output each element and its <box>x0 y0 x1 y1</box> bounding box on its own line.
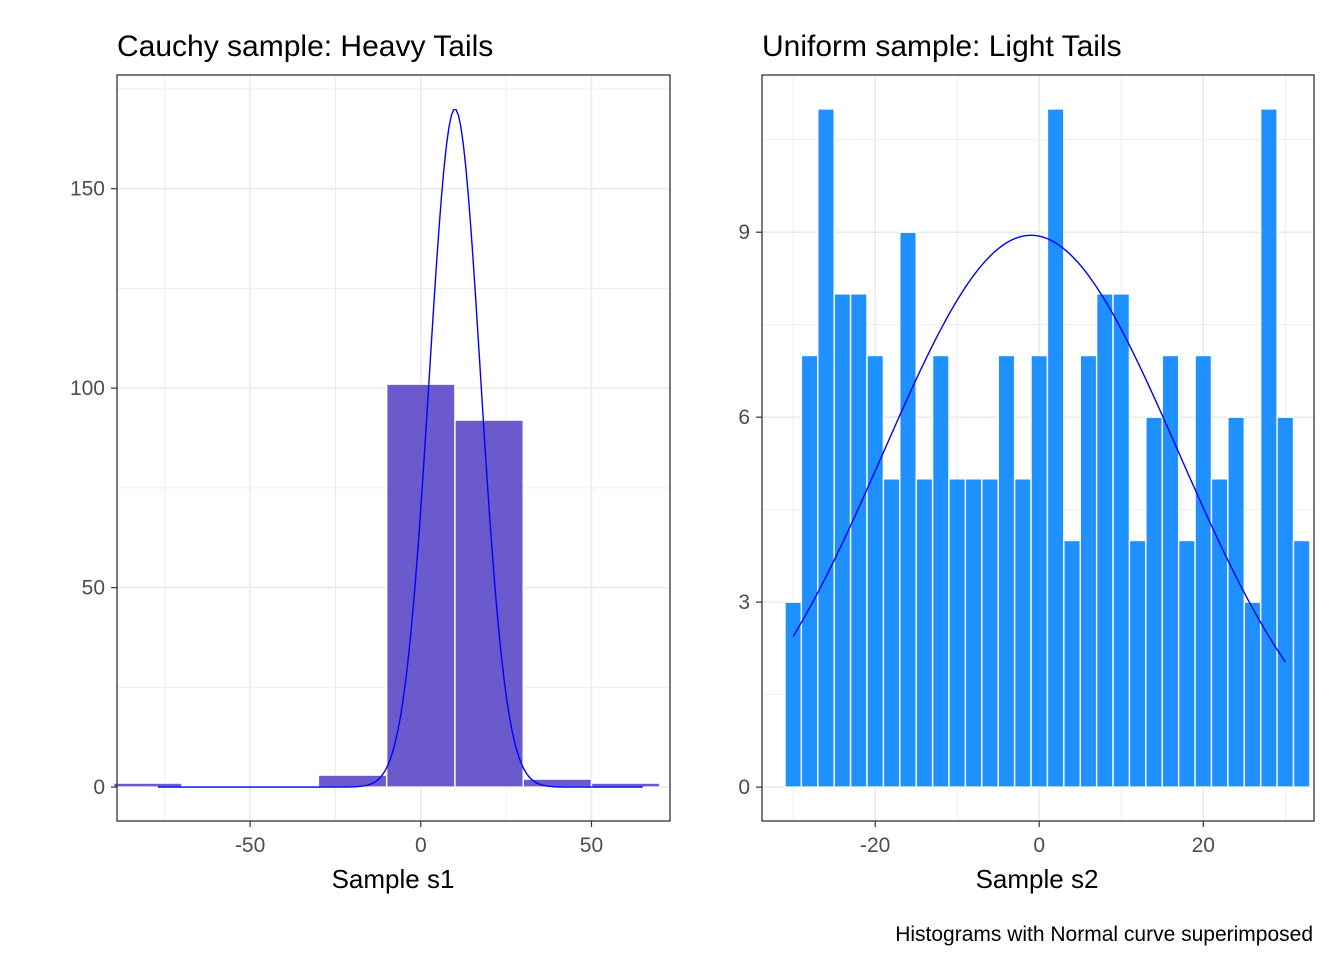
uniform-x-tick-label: -20 <box>860 834 890 857</box>
cauchy-normal-curve <box>157 108 643 788</box>
uniform-histogram-bar <box>1210 478 1229 788</box>
uniform-bars <box>784 108 1311 788</box>
uniform-histogram-bar <box>1276 416 1295 788</box>
uniform-histogram-bar <box>1145 416 1163 788</box>
figure-caption: Histograms with Normal curve superimpose… <box>895 923 1313 946</box>
cauchy-y-tick-label: 0 <box>93 776 105 799</box>
uniform-histogram-bar <box>1112 293 1131 788</box>
uniform-histogram-bar <box>849 293 868 788</box>
uniform-panel-border <box>761 74 1315 822</box>
uniform-histogram-bar <box>1063 539 1081 788</box>
uniform-histogram-bar <box>1030 354 1049 788</box>
uniform-histogram-bar <box>1259 108 1278 788</box>
cauchy-chart-title: Cauchy sample: Heavy Tails <box>117 30 493 63</box>
uniform-histogram-bar <box>866 354 885 788</box>
cauchy-x-tick-label: 0 <box>415 834 427 857</box>
uniform-histogram-bar <box>817 108 835 788</box>
uniform-histogram-bar <box>882 478 901 788</box>
uniform-normal-curve-line <box>792 234 1286 663</box>
cauchy-panel-border <box>116 74 671 822</box>
uniform-histogram-bar <box>1128 539 1147 788</box>
uniform-histogram-bar <box>964 478 983 788</box>
uniform-histogram-bar <box>1227 416 1245 788</box>
uniform-histogram-bar <box>833 293 852 788</box>
cauchy-bars <box>112 383 661 788</box>
uniform-y-axis-ticks: 0 3 6 9 <box>738 221 762 799</box>
uniform-x-axis-label: Sample s2 <box>976 864 1099 894</box>
uniform-y-tick-label: 6 <box>738 406 750 429</box>
cauchy-histogram-panel: Cauchy sample: Heavy Tails -50 0 50 0 50 100… <box>70 30 671 894</box>
uniform-x-tick-label: 20 <box>1192 834 1215 857</box>
uniform-histogram-bar <box>1292 539 1311 788</box>
uniform-histogram-bar <box>1095 293 1114 788</box>
uniform-y-tick-label: 9 <box>738 221 750 244</box>
uniform-x-tick-label: 0 <box>1033 834 1045 857</box>
uniform-histogram-bar <box>997 354 1016 788</box>
uniform-histogram-panel: Uniform sample: Light Tails -20 0 20 0369 … <box>738 30 1315 894</box>
cauchy-y-axis-ticks: 0 50 100 150 <box>70 178 117 799</box>
uniform-x-axis-ticks: -20 0 20 <box>860 821 1215 857</box>
uniform-histogram-bar <box>931 354 950 788</box>
cauchy-x-tick-label: -50 <box>235 834 265 857</box>
cauchy-y-tick-label: 50 <box>82 577 105 600</box>
cauchy-x-tick-label: 50 <box>580 834 603 857</box>
uniform-histogram-bar <box>915 478 934 788</box>
cauchy-x-axis-ticks: -50 0 50 <box>235 821 603 857</box>
uniform-y-tick-label: 3 <box>738 591 750 614</box>
cauchy-histogram-bar <box>112 782 183 788</box>
uniform-histogram-bar <box>784 601 803 788</box>
cauchy-x-axis-label: Sample s1 <box>332 864 455 894</box>
uniform-histogram-bar <box>800 354 819 788</box>
uniform-chart-title: Uniform sample: Light Tails <box>762 30 1122 63</box>
uniform-histogram-bar <box>948 478 967 788</box>
uniform-histogram-bar <box>981 478 999 788</box>
cauchy-y-tick-label: 150 <box>70 178 105 201</box>
uniform-histogram-bar <box>1079 354 1098 788</box>
uniform-normal-curve <box>792 234 1286 663</box>
uniform-histogram-bar <box>1194 354 1213 788</box>
uniform-y-tick-label: 0 <box>738 776 750 799</box>
uniform-histogram-bar <box>1243 601 1262 788</box>
cauchy-histogram-bar <box>385 383 456 788</box>
uniform-histogram-bar <box>1046 108 1065 788</box>
cauchy-normal-curve-line <box>157 108 643 788</box>
uniform-histogram-bar <box>1013 478 1032 788</box>
uniform-histogram-bar <box>1177 539 1196 788</box>
cauchy-y-tick-label: 100 <box>70 377 105 400</box>
uniform-histogram-bar <box>899 231 917 788</box>
